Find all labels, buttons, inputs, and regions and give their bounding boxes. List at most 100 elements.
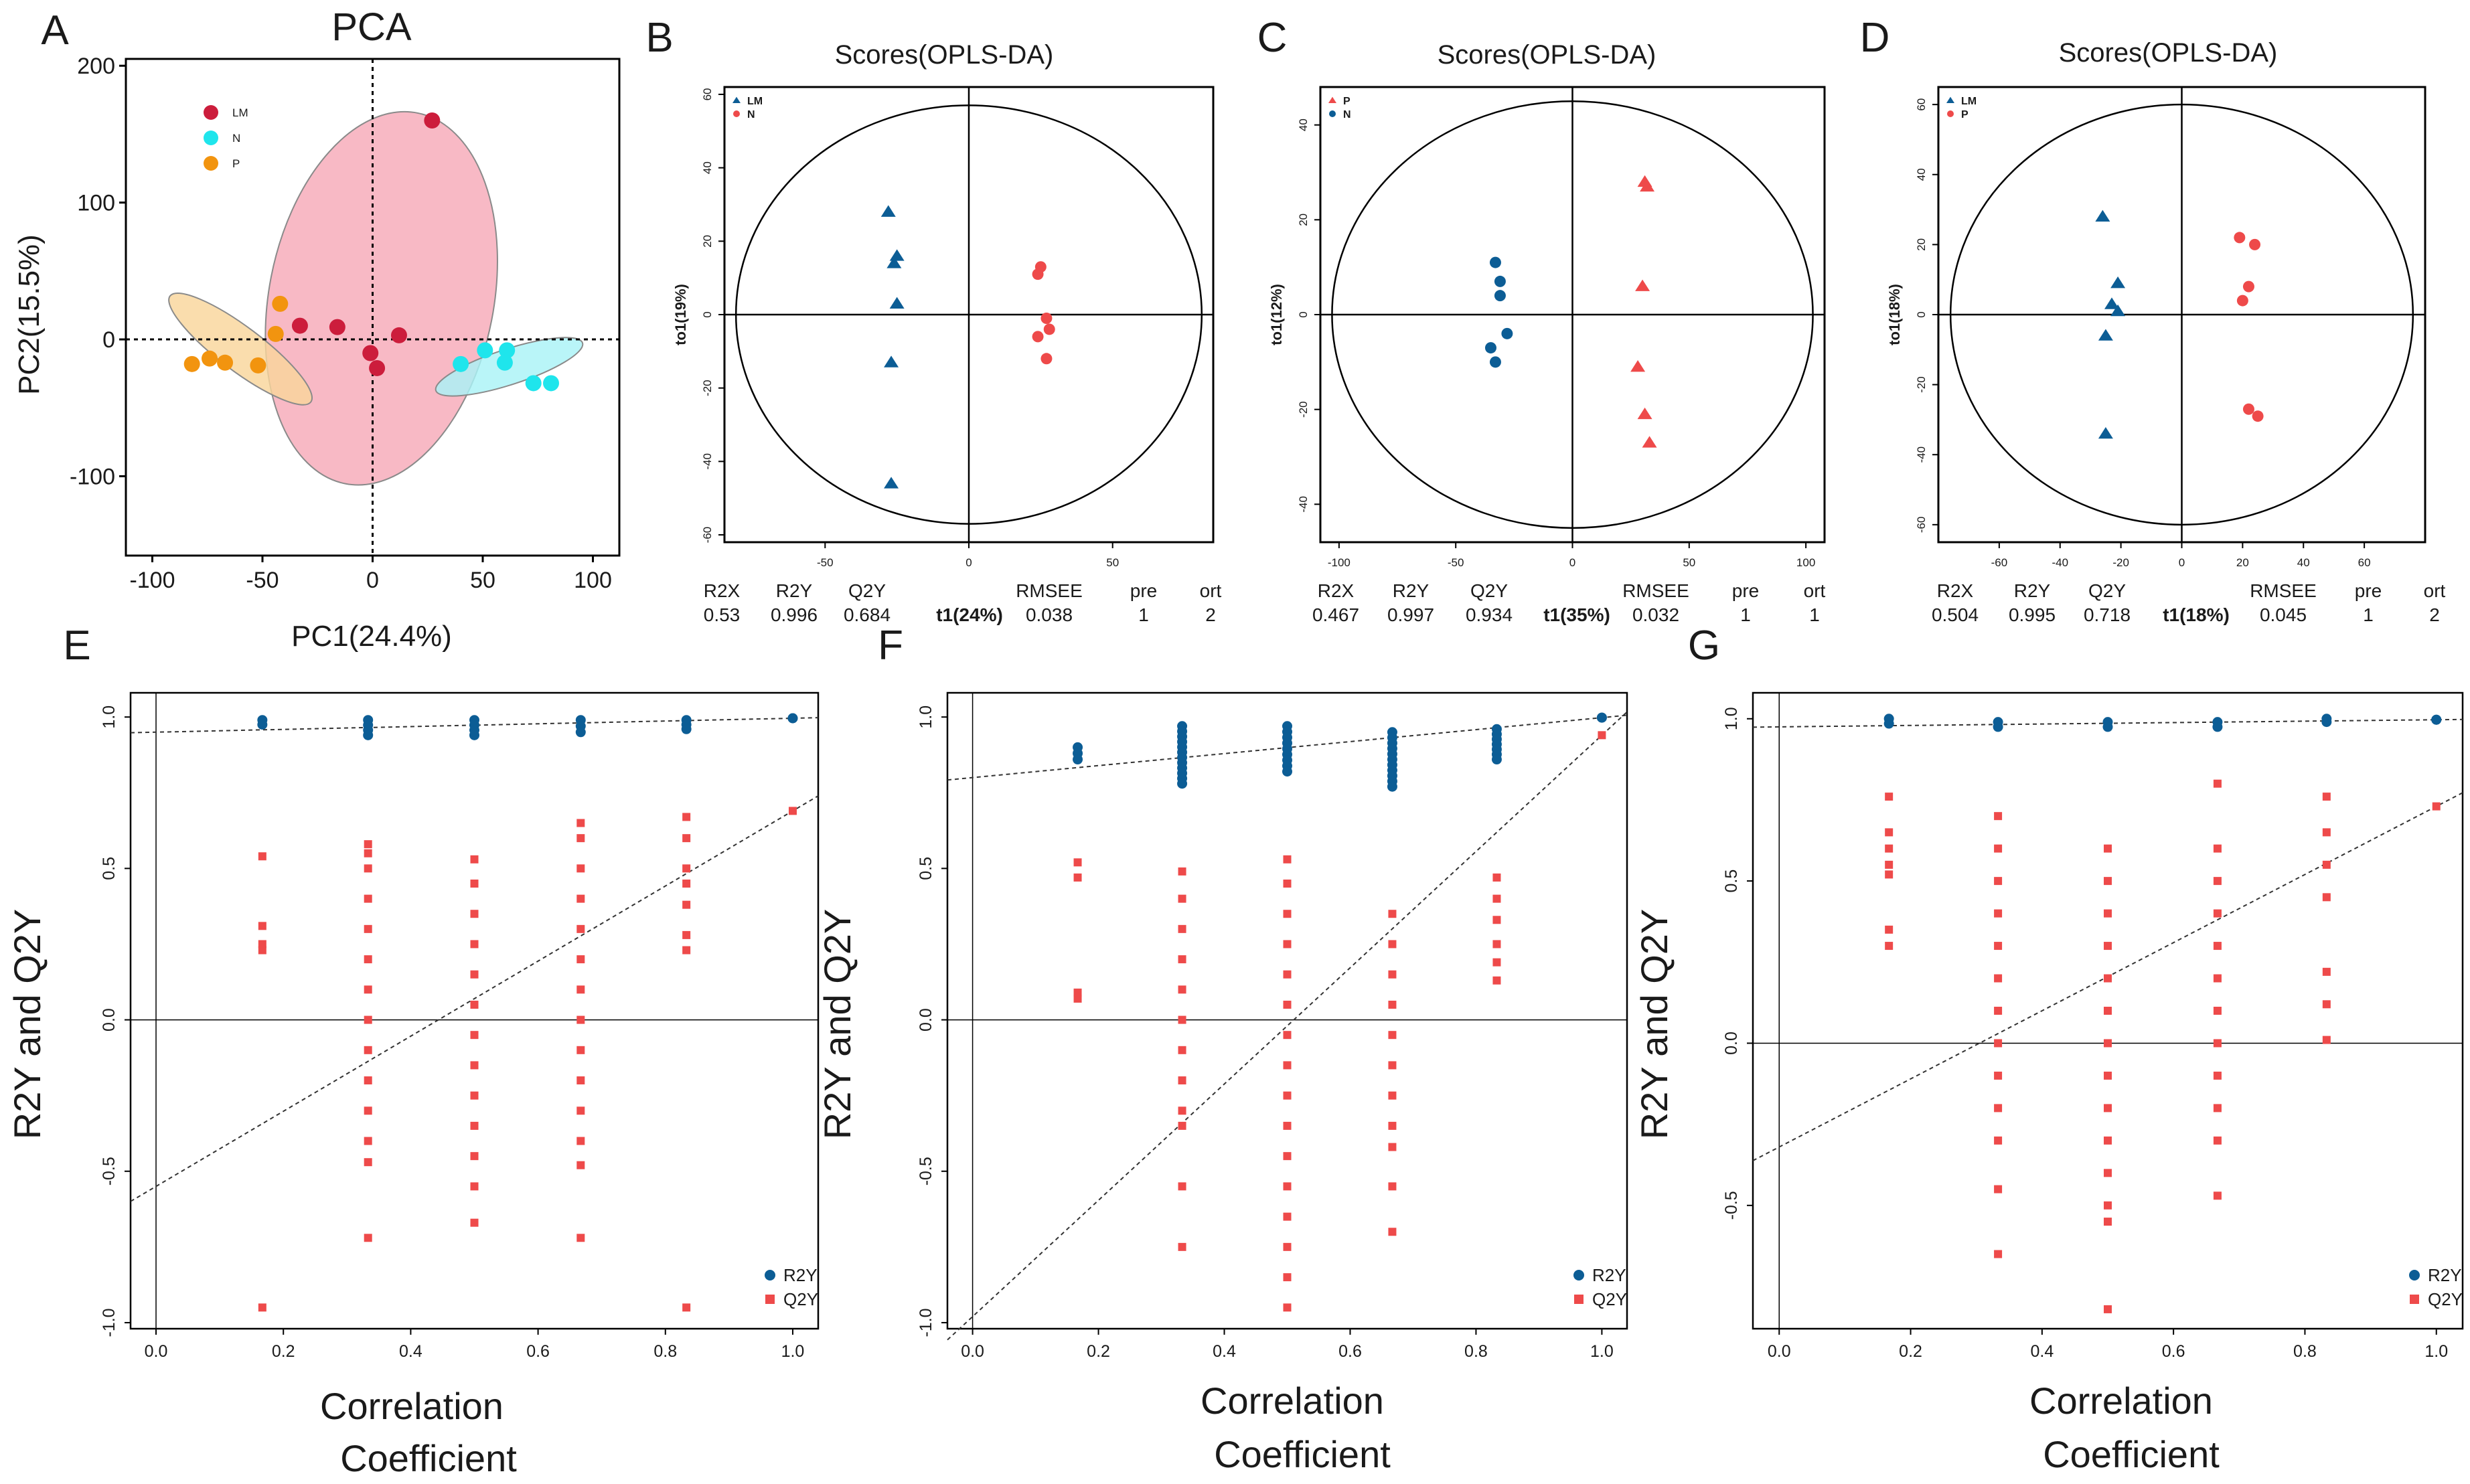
r2y-point [1177, 778, 1188, 789]
permutation-y-tick-label: 0.0 [1722, 1032, 1741, 1055]
score-point-lm [889, 297, 905, 309]
q2y-point [1283, 1273, 1292, 1282]
pca-point-n [477, 342, 493, 359]
pca-point-p [250, 357, 266, 374]
q2y-point [682, 834, 691, 843]
panel-d-opls-da-lm-vs-p: D Scores(OPLS-DA) -60 -40 -20 0 20 40 60 60 40 20 0 -… [1860, 15, 2446, 625]
q2y-point [682, 1303, 691, 1312]
permutation-y-tick-label: -1.0 [917, 1308, 935, 1337]
model-stats-header: t1(24%) [936, 604, 1003, 625]
permutation-x-tick-label: 0.2 [1899, 1342, 1922, 1361]
hotelling-t2-ellipse [735, 104, 1203, 525]
pca-x-tick-label: -100 [129, 568, 175, 593]
panel-letter-d: D [1860, 15, 1890, 61]
scores-legend-label: N [747, 109, 755, 120]
model-stats-value: 0.997 [1387, 604, 1434, 625]
q2y-point [2104, 1169, 2112, 1177]
q2y-point [1283, 880, 1292, 888]
q2y-point [2322, 828, 2331, 837]
r2y-point [2102, 722, 2113, 732]
scores-y-tick-label: 40 [1297, 118, 1310, 131]
permutation-x-axis-label-line1: Correlation [2029, 1380, 2213, 1422]
scores-y-tick-label: 20 [1915, 238, 1928, 251]
permutation-y-tick-label: 0.5 [1722, 870, 1741, 893]
pca-y-axis-label: PC2(15.5%) [13, 234, 46, 395]
q2y-point [576, 819, 585, 827]
permutation-x-tick-label: 0.4 [399, 1342, 422, 1361]
score-point-n [1494, 290, 1506, 302]
scores-y-tick-label: -40 [701, 453, 714, 470]
permutation-x-tick-label: 0.4 [1213, 1342, 1236, 1361]
model-stats-header: R2Y [2014, 580, 2051, 601]
permutation-x-tick-label: 0.0 [1768, 1342, 1791, 1361]
q2y-point [364, 1158, 372, 1167]
r2y-point [787, 713, 798, 724]
q2y-point [258, 1303, 266, 1312]
scores-x-tick-label: 60 [2358, 556, 2371, 569]
model-stats-header: R2X [1318, 580, 1355, 601]
permutation-y-axis-label: R2Y and Q2Y [6, 909, 48, 1140]
permutation-legend-marker-q2y [1574, 1295, 1584, 1304]
r2y-point [1282, 766, 1292, 777]
scores-legend-label: LM [747, 96, 763, 107]
q2y-point [364, 840, 372, 849]
permutation-legend-label: Q2Y [783, 1289, 818, 1309]
pca-point-lm [369, 359, 386, 376]
oplsda-title: Scores(OPLS-DA) [1438, 40, 1656, 70]
score-point-lm [2095, 210, 2110, 222]
model-stats-value: 1 [1740, 604, 1751, 625]
score-point-n [1494, 275, 1506, 287]
r2y-point [1993, 722, 2003, 732]
scores-y-tick-label: 0 [1297, 311, 1310, 317]
q2y-point [1178, 955, 1186, 964]
q2y-point [470, 1182, 479, 1191]
permutation-legend-marker-q2y [765, 1295, 775, 1304]
q2y-point [470, 880, 479, 888]
q2y-point [576, 924, 585, 933]
pca-x-tick-label: 0 [366, 568, 379, 593]
q2y-point [1178, 867, 1186, 876]
q2y-point [1283, 1242, 1292, 1251]
q2y-point [258, 946, 266, 955]
score-point-n [1032, 331, 1044, 343]
permutation-y-tick-label: 0.0 [100, 1008, 119, 1032]
scores-legend-label: N [1343, 109, 1351, 120]
model-stats-value: 2 [1205, 604, 1216, 625]
scores-legend-marker-n [733, 110, 740, 117]
scores-x-tick-label: 100 [1796, 556, 1815, 569]
q2y-point [1885, 925, 1894, 934]
q2y-point [258, 922, 266, 930]
q2y-point [1388, 1061, 1397, 1070]
model-stats-value: 0.53 [704, 604, 741, 625]
permutation-x-tick-label: 0.6 [2162, 1342, 2185, 1361]
model-stats-header: pre [2355, 580, 2382, 601]
r2y-point [1491, 754, 1502, 765]
model-stats-value: 0.995 [2009, 604, 2056, 625]
q2y-point [1073, 994, 1082, 1003]
scores-y-tick-label: -20 [1915, 376, 1928, 393]
scores-legend-marker-p [1947, 110, 1954, 117]
model-stats-header: R2X [1937, 580, 1974, 601]
model-stats-header: t1(35%) [1543, 604, 1610, 625]
model-stats-value: 1 [1138, 604, 1149, 625]
q2y-point [682, 946, 691, 955]
q2y-point [1388, 1031, 1397, 1040]
q2y-point [364, 849, 372, 857]
score-point-n [1032, 268, 1044, 280]
q2y-point [576, 1137, 585, 1145]
q2y-point [576, 1076, 585, 1085]
q2y-point [2213, 974, 2222, 983]
scores-legend-label: P [1343, 96, 1350, 107]
q2y-point [2213, 1007, 2222, 1015]
pca-point-lm [390, 327, 407, 343]
q2y-point [788, 807, 797, 815]
q2y-point [1073, 988, 1082, 997]
permutation-legend-label: R2Y [1592, 1265, 1626, 1285]
scores-y-axis-label: to1(12%) [1268, 284, 1285, 345]
q2y-point [470, 855, 479, 863]
q2y-point [682, 900, 691, 909]
pca-point-p [202, 350, 218, 367]
permutation-x-tick-label: 1.0 [1590, 1342, 1614, 1361]
scores-x-tick-label: -50 [1448, 556, 1464, 569]
score-point-p [1640, 179, 1655, 192]
